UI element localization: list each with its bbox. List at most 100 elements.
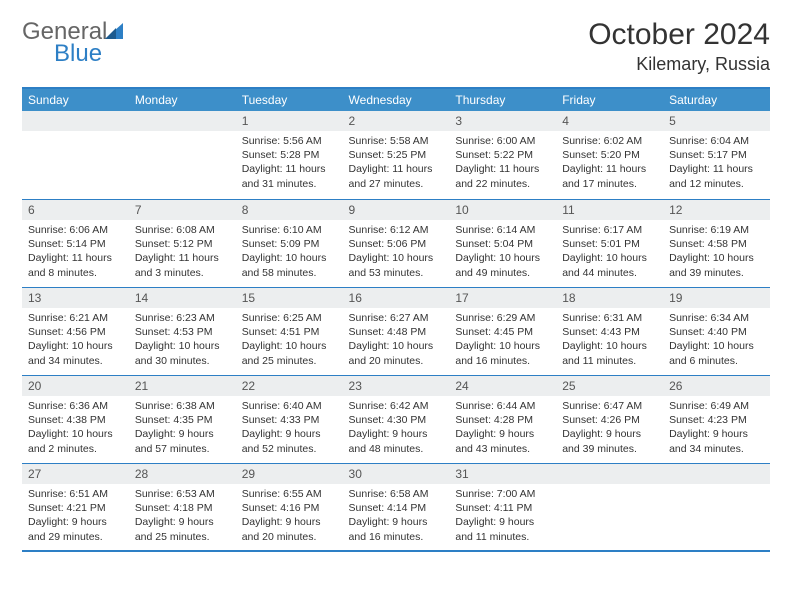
calendar-day-cell: 1Sunrise: 5:56 AMSunset: 5:28 PMDaylight… [236, 111, 343, 199]
brand-logo: GeneralBlue [22, 18, 125, 68]
sunrise-text: Sunrise: 6:00 AM [455, 134, 550, 148]
sunrise-text: Sunrise: 6:49 AM [669, 399, 764, 413]
weekday-header: Tuesday [236, 88, 343, 111]
weekday-header-row: SundayMondayTuesdayWednesdayThursdayFrid… [22, 88, 770, 111]
sunrise-text: Sunrise: 6:25 AM [242, 311, 337, 325]
sunset-text: Sunset: 5:28 PM [242, 148, 337, 162]
calendar-week-row: 27Sunrise: 6:51 AMSunset: 4:21 PMDayligh… [22, 463, 770, 551]
sunrise-text: Sunrise: 6:34 AM [669, 311, 764, 325]
sunset-text: Sunset: 5:09 PM [242, 237, 337, 251]
day-details: Sunrise: 6:34 AMSunset: 4:40 PMDaylight:… [663, 308, 770, 374]
calendar-day-cell: 17Sunrise: 6:29 AMSunset: 4:45 PMDayligh… [449, 287, 556, 375]
calendar-day-cell: 23Sunrise: 6:42 AMSunset: 4:30 PMDayligh… [343, 375, 450, 463]
day-number: 15 [236, 287, 343, 308]
day-number: 28 [129, 463, 236, 484]
calendar-day-cell: 21Sunrise: 6:38 AMSunset: 4:35 PMDayligh… [129, 375, 236, 463]
sunrise-text: Sunrise: 6:29 AM [455, 311, 550, 325]
calendar-empty-cell [556, 463, 663, 551]
day-details: Sunrise: 6:04 AMSunset: 5:17 PMDaylight:… [663, 131, 770, 197]
day-number: 31 [449, 463, 556, 484]
calendar-day-cell: 18Sunrise: 6:31 AMSunset: 4:43 PMDayligh… [556, 287, 663, 375]
sunset-text: Sunset: 4:40 PM [669, 325, 764, 339]
daylight-text: Daylight: 10 hours and 39 minutes. [669, 251, 764, 279]
daylight-text: Daylight: 9 hours and 34 minutes. [669, 427, 764, 455]
daylight-text: Daylight: 11 hours and 31 minutes. [242, 162, 337, 190]
sunrise-text: Sunrise: 6:02 AM [562, 134, 657, 148]
daylight-text: Daylight: 10 hours and 58 minutes. [242, 251, 337, 279]
calendar-day-cell: 2Sunrise: 5:58 AMSunset: 5:25 PMDaylight… [343, 111, 450, 199]
sunset-text: Sunset: 4:30 PM [349, 413, 444, 427]
calendar-empty-cell [129, 111, 236, 199]
daylight-text: Daylight: 10 hours and 53 minutes. [349, 251, 444, 279]
calendar-table: SundayMondayTuesdayWednesdayThursdayFrid… [22, 87, 770, 552]
day-number: 9 [343, 199, 450, 220]
sunrise-text: Sunrise: 5:56 AM [242, 134, 337, 148]
day-number: 6 [22, 199, 129, 220]
day-number [663, 463, 770, 484]
day-details: Sunrise: 6:47 AMSunset: 4:26 PMDaylight:… [556, 396, 663, 462]
day-details: Sunrise: 6:02 AMSunset: 5:20 PMDaylight:… [556, 131, 663, 197]
weekday-header: Thursday [449, 88, 556, 111]
calendar-week-row: 20Sunrise: 6:36 AMSunset: 4:38 PMDayligh… [22, 375, 770, 463]
month-title: October 2024 [588, 18, 770, 52]
sunset-text: Sunset: 4:58 PM [669, 237, 764, 251]
sunset-text: Sunset: 4:35 PM [135, 413, 230, 427]
day-number: 18 [556, 287, 663, 308]
calendar-week-row: 13Sunrise: 6:21 AMSunset: 4:56 PMDayligh… [22, 287, 770, 375]
header: GeneralBlue October 2024 Kilemary, Russi… [22, 18, 770, 75]
calendar-day-cell: 13Sunrise: 6:21 AMSunset: 4:56 PMDayligh… [22, 287, 129, 375]
sunset-text: Sunset: 4:11 PM [455, 501, 550, 515]
day-number: 2 [343, 111, 450, 131]
sunset-text: Sunset: 5:04 PM [455, 237, 550, 251]
daylight-text: Daylight: 10 hours and 49 minutes. [455, 251, 550, 279]
day-number [129, 111, 236, 131]
day-details: Sunrise: 5:58 AMSunset: 5:25 PMDaylight:… [343, 131, 450, 197]
calendar-day-cell: 7Sunrise: 6:08 AMSunset: 5:12 PMDaylight… [129, 199, 236, 287]
day-details: Sunrise: 6:44 AMSunset: 4:28 PMDaylight:… [449, 396, 556, 462]
day-details: Sunrise: 6:55 AMSunset: 4:16 PMDaylight:… [236, 484, 343, 550]
sunrise-text: Sunrise: 6:51 AM [28, 487, 123, 501]
daylight-text: Daylight: 11 hours and 17 minutes. [562, 162, 657, 190]
sunset-text: Sunset: 4:38 PM [28, 413, 123, 427]
sunset-text: Sunset: 4:45 PM [455, 325, 550, 339]
day-details: Sunrise: 6:25 AMSunset: 4:51 PMDaylight:… [236, 308, 343, 374]
sunrise-text: Sunrise: 6:31 AM [562, 311, 657, 325]
calendar-day-cell: 10 Sunrise: 6:14 AMSunset: 5:04 PMDayligh… [449, 199, 556, 287]
sail-icon [103, 21, 125, 41]
sunrise-text: Sunrise: 6:14 AM [455, 223, 550, 237]
daylight-text: Daylight: 9 hours and 39 minutes. [562, 427, 657, 455]
daylight-text: Daylight: 10 hours and 11 minutes. [562, 339, 657, 367]
day-details: Sunrise: 6:36 AMSunset: 4:38 PMDaylight:… [22, 396, 129, 462]
daylight-text: Daylight: 9 hours and 43 minutes. [455, 427, 550, 455]
daylight-text: Daylight: 10 hours and 2 minutes. [28, 427, 123, 455]
sunrise-text: Sunrise: 6:04 AM [669, 134, 764, 148]
day-number: 8 [236, 199, 343, 220]
day-details: Sunrise: 6:58 AMSunset: 4:14 PMDaylight:… [343, 484, 450, 550]
daylight-text: Daylight: 10 hours and 25 minutes. [242, 339, 337, 367]
day-number: 25 [556, 375, 663, 396]
calendar-day-cell: 25Sunrise: 6:47 AMSunset: 4:26 PMDayligh… [556, 375, 663, 463]
calendar-day-cell: 9Sunrise: 6:12 AMSunset: 5:06 PMDaylight… [343, 199, 450, 287]
sunrise-text: Sunrise: 6:17 AM [562, 223, 657, 237]
day-number: 12 [663, 199, 770, 220]
daylight-text: Daylight: 9 hours and 57 minutes. [135, 427, 230, 455]
calendar-day-cell: 26 Sunrise: 6:49 AMSunset: 4:23 PMDayligh… [663, 375, 770, 463]
daylight-text: Daylight: 10 hours and 20 minutes. [349, 339, 444, 367]
day-number: 16 [343, 287, 450, 308]
sunrise-text: Sunrise: 5:58 AM [349, 134, 444, 148]
sunset-text: Sunset: 4:23 PM [669, 413, 764, 427]
calendar-day-cell: 28Sunrise: 6:53 AMSunset: 4:18 PMDayligh… [129, 463, 236, 551]
day-details: Sunrise: 6:31 AMSunset: 4:43 PMDaylight:… [556, 308, 663, 374]
calendar-day-cell: 19Sunrise: 6:34 AMSunset: 4:40 PMDayligh… [663, 287, 770, 375]
calendar-day-cell: 24Sunrise: 6:44 AMSunset: 4:28 PMDayligh… [449, 375, 556, 463]
daylight-text: Daylight: 9 hours and 52 minutes. [242, 427, 337, 455]
calendar-day-cell: 30Sunrise: 6:58 AMSunset: 4:14 PMDayligh… [343, 463, 450, 551]
sunrise-text: Sunrise: 6:06 AM [28, 223, 123, 237]
weekday-header: Sunday [22, 88, 129, 111]
calendar-day-cell: 29Sunrise: 6:55 AMSunset: 4:16 PMDayligh… [236, 463, 343, 551]
day-number: 10 [449, 199, 556, 220]
day-number: 26 [663, 375, 770, 396]
day-number: 4 [556, 111, 663, 131]
day-details: Sunrise: 6:53 AMSunset: 4:18 PMDaylight:… [129, 484, 236, 550]
sunset-text: Sunset: 5:25 PM [349, 148, 444, 162]
